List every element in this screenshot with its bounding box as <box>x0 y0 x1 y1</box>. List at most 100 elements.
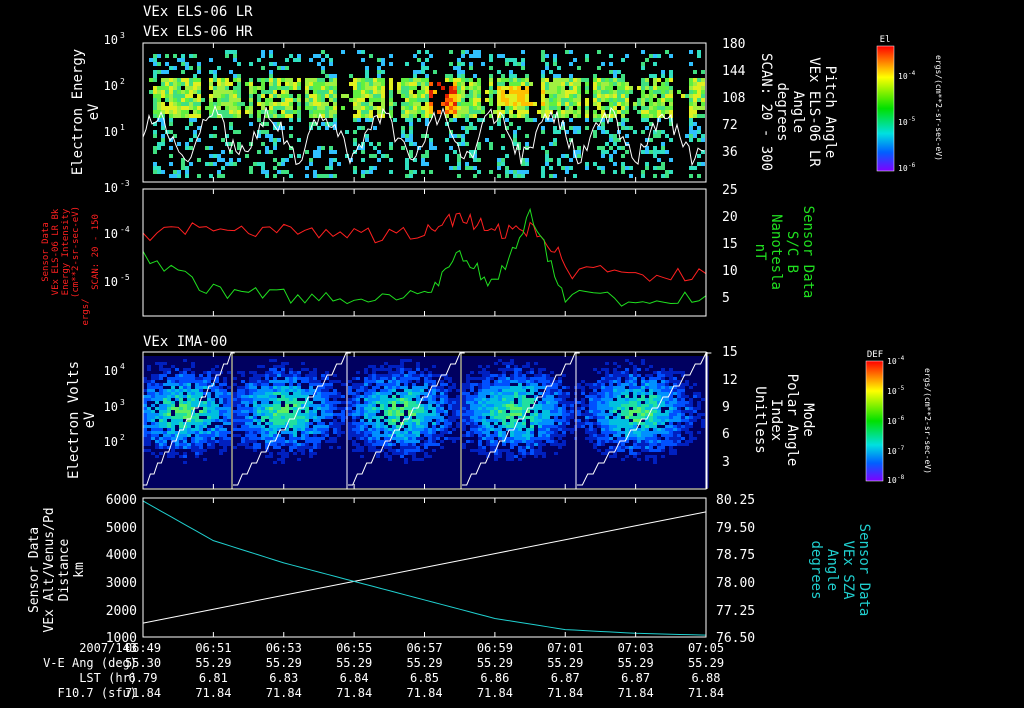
heat-cell <box>313 470 317 473</box>
heat-cell <box>329 110 333 114</box>
heat-cell <box>341 371 345 374</box>
heat-cell <box>293 476 297 479</box>
heat-cell <box>565 102 569 106</box>
heat-cell <box>257 130 261 134</box>
heat-cell <box>211 365 215 368</box>
heat-cell <box>191 377 195 380</box>
heat-cell <box>337 479 341 482</box>
heat-cell <box>227 371 231 374</box>
heat-cell <box>143 365 147 368</box>
heat-cell <box>181 78 185 82</box>
heat-cell <box>273 86 277 90</box>
heat-cell <box>573 110 577 114</box>
heat-cell <box>337 485 341 488</box>
heat-cell <box>253 359 257 362</box>
heat-cell <box>541 94 545 98</box>
heat-cell <box>329 452 333 455</box>
heat-cell <box>404 365 408 368</box>
heat-cell <box>187 374 191 377</box>
heat-cell <box>313 365 317 368</box>
heat-cell <box>277 106 281 110</box>
heat-cell <box>277 94 281 98</box>
heat-cell <box>449 134 453 138</box>
heat-cell <box>477 118 481 122</box>
heat-cell <box>233 446 237 449</box>
heat-cell <box>525 86 529 90</box>
heat-cell <box>285 404 289 407</box>
heat-cell <box>151 443 155 446</box>
heat-cell <box>509 102 513 106</box>
heat-cell <box>167 473 171 476</box>
heat-cell <box>253 482 257 485</box>
heat-cell <box>396 374 400 377</box>
heat-cell <box>333 150 337 154</box>
heat-cell <box>313 401 317 404</box>
heat-cell <box>404 392 408 395</box>
heat-cell <box>513 86 517 90</box>
heat-cell <box>181 58 185 62</box>
heat-cell <box>157 170 161 174</box>
heat-cell <box>337 374 341 377</box>
heat-cell <box>155 377 159 380</box>
heat-cell <box>380 362 384 365</box>
heat-cell <box>333 377 337 380</box>
heat-cell <box>269 94 273 98</box>
heat-cell <box>404 359 408 362</box>
heat-cell <box>309 162 313 166</box>
heat-cell <box>376 473 380 476</box>
heat-cell <box>269 431 273 434</box>
heat-cell <box>241 392 245 395</box>
heat-cell <box>207 470 211 473</box>
heat-cell <box>285 422 289 425</box>
heat-cell <box>681 94 685 98</box>
heat-cell <box>352 479 356 482</box>
heat-cell <box>321 458 325 461</box>
heat-cell <box>601 146 605 150</box>
heat-cell <box>207 431 211 434</box>
heat-cell <box>408 422 412 425</box>
heat-cell <box>424 359 428 362</box>
heat-cell <box>203 389 207 392</box>
heat-cell <box>281 416 285 419</box>
heat-cell <box>197 62 201 66</box>
heat-cell <box>404 464 408 467</box>
heat-cell <box>151 371 155 374</box>
heat-cell <box>461 106 465 110</box>
heat-cell <box>143 383 147 386</box>
heat-cell <box>269 425 273 428</box>
heat-cell <box>625 118 629 122</box>
heat-cell <box>641 102 645 106</box>
heat-cell <box>569 158 573 162</box>
heat-cell <box>151 383 155 386</box>
heat-cell <box>641 50 645 54</box>
heat-cell <box>273 392 277 395</box>
heat-cell <box>187 425 191 428</box>
heat-cell <box>381 58 385 62</box>
heat-cell <box>404 407 408 410</box>
heat-cell <box>317 365 321 368</box>
heat-cell <box>557 106 561 110</box>
heat-cell <box>601 110 605 114</box>
heat-cell <box>381 114 385 118</box>
heat-cell <box>416 413 420 416</box>
heat-cell <box>215 404 219 407</box>
heat-cell <box>368 386 372 389</box>
heat-cell <box>197 174 201 178</box>
heat-cell <box>143 416 147 419</box>
heat-cell <box>213 90 217 94</box>
heat-cell <box>169 118 173 122</box>
heat-cell <box>195 392 199 395</box>
heat-cell <box>281 464 285 467</box>
heat-cell <box>424 422 428 425</box>
heat-cell <box>653 82 657 86</box>
heat-cell <box>356 359 360 362</box>
heat-cell <box>384 380 388 383</box>
heat-cell <box>189 118 193 122</box>
p2-rtick-4: 5 <box>722 291 730 306</box>
heat-cell <box>227 473 231 476</box>
heat-cell <box>489 98 493 102</box>
heat-cell <box>175 425 179 428</box>
heat-cell <box>400 476 404 479</box>
heat-cell <box>237 110 241 114</box>
heat-cell <box>625 82 629 86</box>
